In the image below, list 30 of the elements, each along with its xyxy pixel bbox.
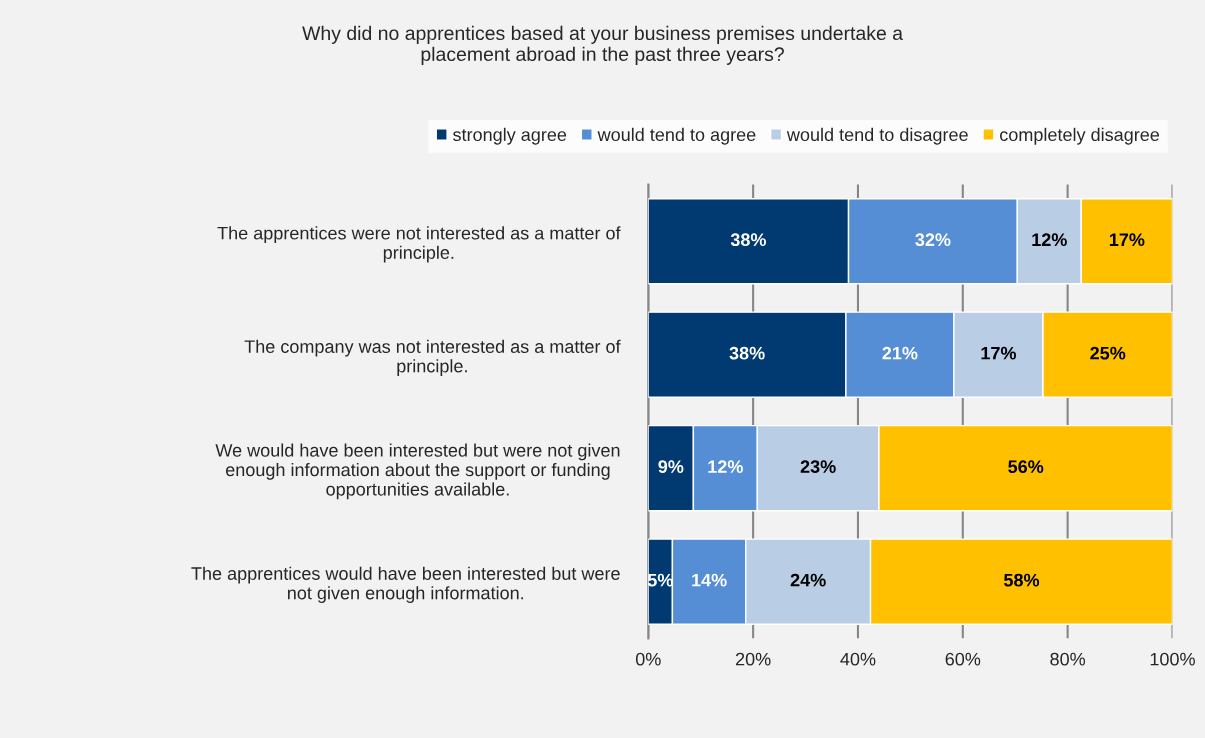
x-tick-label: 100% [1150, 652, 1195, 666]
y-tick-label: We would have been interested but were not given enough information about the support or funding opportunities available. [215, 443, 620, 500]
chart-title: Why did no apprentices based at your business premises undertake a placement abroad in the past three years? [302, 25, 903, 65]
x-tick-label: 40% [840, 652, 876, 666]
data-label: 9% [658, 460, 684, 474]
legend-label: completely disagree [1000, 127, 1160, 145]
y-tick-label: The company was not interested as a matter of principle. [244, 339, 621, 377]
legend-label: strongly agree [453, 127, 567, 145]
data-label: 24% [790, 573, 826, 587]
x-tick-label: 80% [1050, 652, 1086, 666]
x-tick-label: 20% [735, 652, 771, 666]
x-tick-label: 60% [945, 652, 981, 666]
data-label: 23% [800, 460, 836, 474]
data-label: 56% [1008, 460, 1044, 474]
legend-label: would tend to disagree [786, 127, 968, 145]
data-label: 12% [708, 460, 743, 473]
data-label: 38% [729, 346, 765, 360]
data-label: 14% [692, 573, 727, 587]
data-label: 12% [1032, 233, 1067, 247]
data-label: 38% [730, 233, 766, 247]
legend-label: would tend to agree [597, 127, 756, 145]
data-label: 17% [981, 346, 1017, 360]
y-tick-label: The apprentices would have been interested but were not given enough information. [191, 566, 620, 603]
data-label: 21% [882, 346, 918, 360]
data-label: 32% [915, 233, 951, 247]
y-tick-label: The apprentices were not interested as a matter of principle. [217, 226, 621, 263]
x-tick-label: 0% [635, 652, 661, 666]
data-label: 25% [1090, 346, 1126, 360]
data-label: 17% [1109, 233, 1145, 247]
data-label: 58% [1003, 573, 1040, 587]
